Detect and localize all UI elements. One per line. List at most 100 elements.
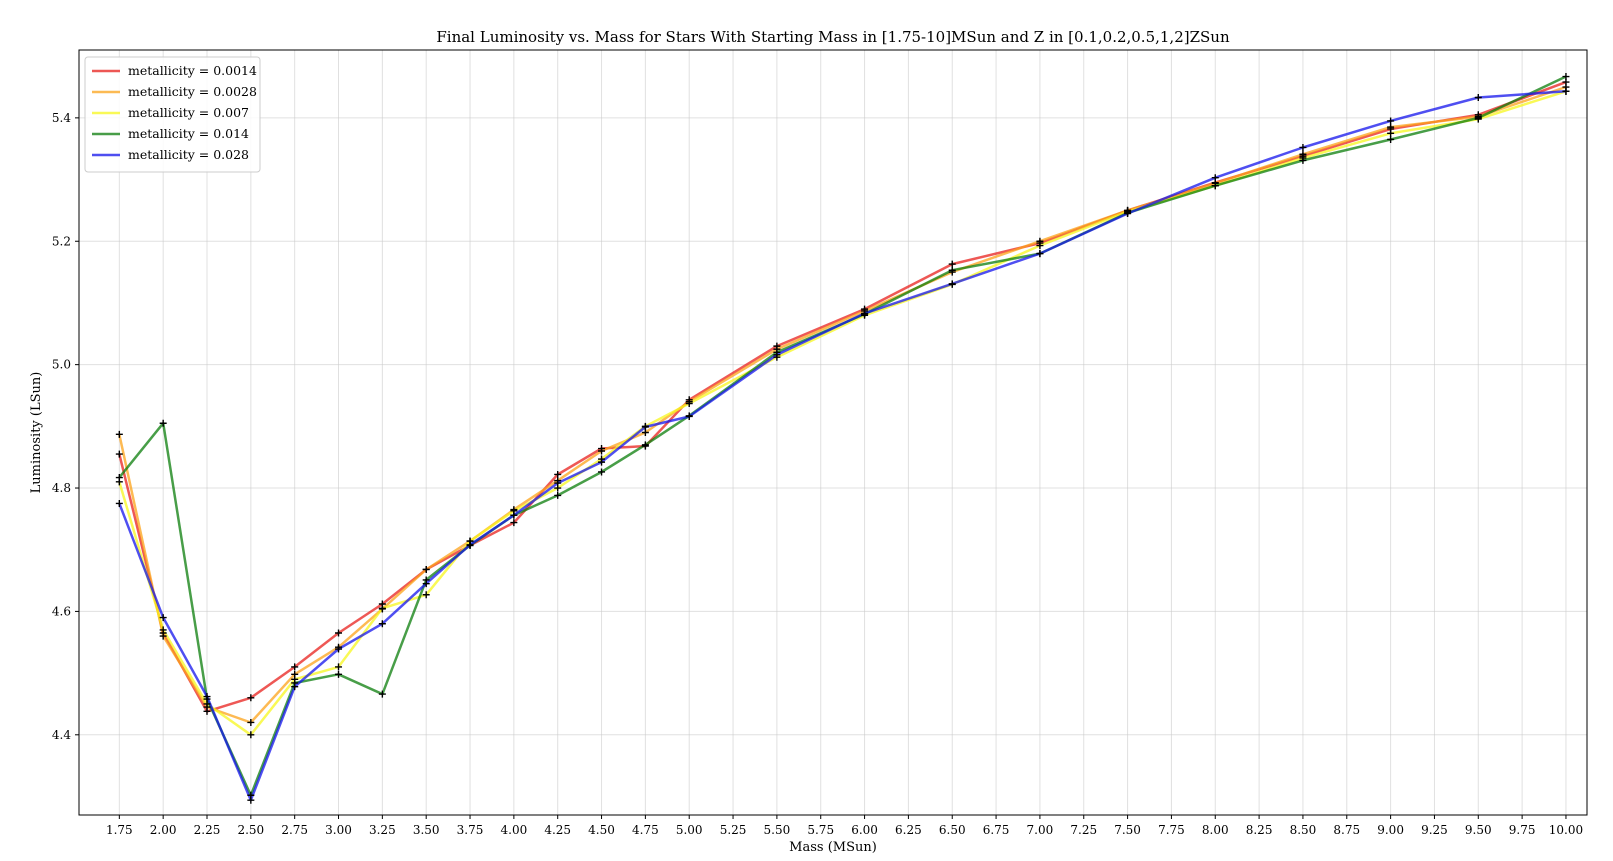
data-point-s5 [641, 423, 649, 431]
x-tick-label: 5.50 [764, 823, 791, 837]
series-line-4 [118, 75, 1567, 797]
data-point-s4 [1387, 135, 1395, 143]
data-point-s2 [159, 632, 167, 640]
legend-label: metallicity = 0.0014 [128, 63, 257, 78]
grid [79, 50, 1587, 815]
series-line-5 [118, 90, 1567, 802]
x-tick-label: 7.50 [1114, 823, 1141, 837]
data-point-s1 [115, 450, 123, 458]
data-point-s4 [115, 474, 123, 482]
x-tick-label: 4.00 [501, 823, 528, 837]
y-tick-label: 4.8 [52, 481, 71, 495]
data-point-s1 [948, 260, 956, 268]
series-line-1 [118, 80, 1567, 713]
x-axis: 1.75 2.00 2.25 2.50 2.75 3.00 3.25 3.50 3.75 4.00… [106, 815, 1583, 837]
data-point-s2 [1387, 123, 1395, 131]
data-point-s2 [422, 565, 430, 573]
x-tick-label: 10.00 [1549, 823, 1583, 837]
data-point-s5 [1124, 209, 1132, 217]
chart-title: Final Luminosity vs. Mass for Stars With… [436, 28, 1230, 46]
x-tick-label: 9.00 [1377, 823, 1404, 837]
data-point-s5 [510, 511, 518, 519]
y-axis: 4.4 4.6 4.8 5.0 5.2 5.4 [52, 111, 79, 742]
x-tick-label: 7.00 [1027, 823, 1054, 837]
data-point-s5 [1299, 143, 1307, 151]
x-tick-label: 6.25 [895, 823, 922, 837]
x-tick-label: 4.25 [544, 823, 571, 837]
data-point-s3 [335, 663, 343, 671]
legend-label: metallicity = 0.0028 [128, 84, 257, 99]
data-point-s5 [1211, 174, 1219, 182]
x-tick-label: 3.75 [457, 823, 484, 837]
data-point-s2 [115, 430, 123, 438]
x-tick-label: 6.50 [939, 823, 966, 837]
data-point-s5 [203, 693, 211, 701]
markers-group [115, 73, 1570, 804]
x-tick-label: 2.25 [194, 823, 221, 837]
legend: metallicity = 0.0014 metallicity = 0.0028… [84, 56, 261, 173]
data-point-s4 [1562, 73, 1570, 81]
series-line-2 [118, 85, 1567, 724]
data-point-s1 [291, 663, 299, 671]
x-tick-label: 3.50 [413, 823, 440, 837]
data-point-s5 [378, 620, 386, 628]
data-point-s5 [291, 683, 299, 691]
data-point-s5 [1474, 94, 1482, 102]
data-point-s4 [641, 441, 649, 449]
data-point-s4 [335, 670, 343, 678]
x-tick-label: 2.50 [237, 823, 264, 837]
x-tick-label: 5.00 [676, 823, 703, 837]
data-point-s1 [510, 519, 518, 527]
data-point-s2 [598, 447, 606, 455]
data-point-s1 [247, 694, 255, 702]
x-axis-title: Mass (MSun) [789, 840, 877, 855]
y-tick-label: 4.4 [52, 728, 71, 742]
data-point-s5 [598, 458, 606, 466]
y-tick-label: 5.4 [52, 111, 71, 125]
x-tick-label: 3.25 [369, 823, 396, 837]
plot-area-frame [78, 49, 1588, 816]
data-point-s5 [247, 796, 255, 804]
data-point-s5 [861, 309, 869, 317]
x-tick-label: 9.50 [1465, 823, 1492, 837]
legend-box [84, 56, 261, 173]
data-point-s5 [1562, 87, 1570, 95]
data-point-s4 [598, 468, 606, 476]
data-point-s5 [948, 280, 956, 288]
data-point-s4 [948, 266, 956, 274]
data-point-s5 [159, 614, 167, 622]
x-tick-label: 2.75 [281, 823, 308, 837]
data-point-s3 [1036, 242, 1044, 250]
x-tick-label: 4.50 [588, 823, 615, 837]
series-line-3 [118, 90, 1567, 737]
legend-label: metallicity = 0.014 [128, 126, 249, 141]
x-tick-label: 6.75 [983, 823, 1010, 837]
data-point-s3 [685, 400, 693, 408]
data-point-s5 [1036, 250, 1044, 258]
data-point-s3 [422, 591, 430, 599]
data-point-s3 [1387, 129, 1395, 137]
data-point-s4 [1474, 114, 1482, 122]
x-tick-label: 1.75 [106, 823, 133, 837]
x-tick-label: 6.00 [851, 823, 878, 837]
legend-label: metallicity = 0.028 [128, 147, 249, 162]
data-point-s3 [247, 731, 255, 739]
y-axis-title: Luminosity (LSun) [29, 372, 44, 494]
x-tick-label: 5.75 [807, 823, 834, 837]
x-tick-label: 2.00 [150, 823, 177, 837]
y-tick-label: 5.0 [52, 358, 71, 372]
data-point-s1 [554, 470, 562, 478]
series-group [118, 75, 1567, 802]
x-tick-label: 4.75 [632, 823, 659, 837]
data-point-s5 [1387, 117, 1395, 125]
data-point-s3 [378, 604, 386, 612]
x-tick-label: 5.25 [720, 823, 747, 837]
data-point-s5 [335, 645, 343, 653]
data-point-s4 [1299, 156, 1307, 164]
data-point-s5 [685, 412, 693, 420]
data-point-s5 [554, 479, 562, 487]
y-tick-label: 5.2 [52, 234, 71, 248]
x-tick-label: 8.50 [1290, 823, 1317, 837]
legend-label: metallicity = 0.007 [128, 105, 249, 120]
